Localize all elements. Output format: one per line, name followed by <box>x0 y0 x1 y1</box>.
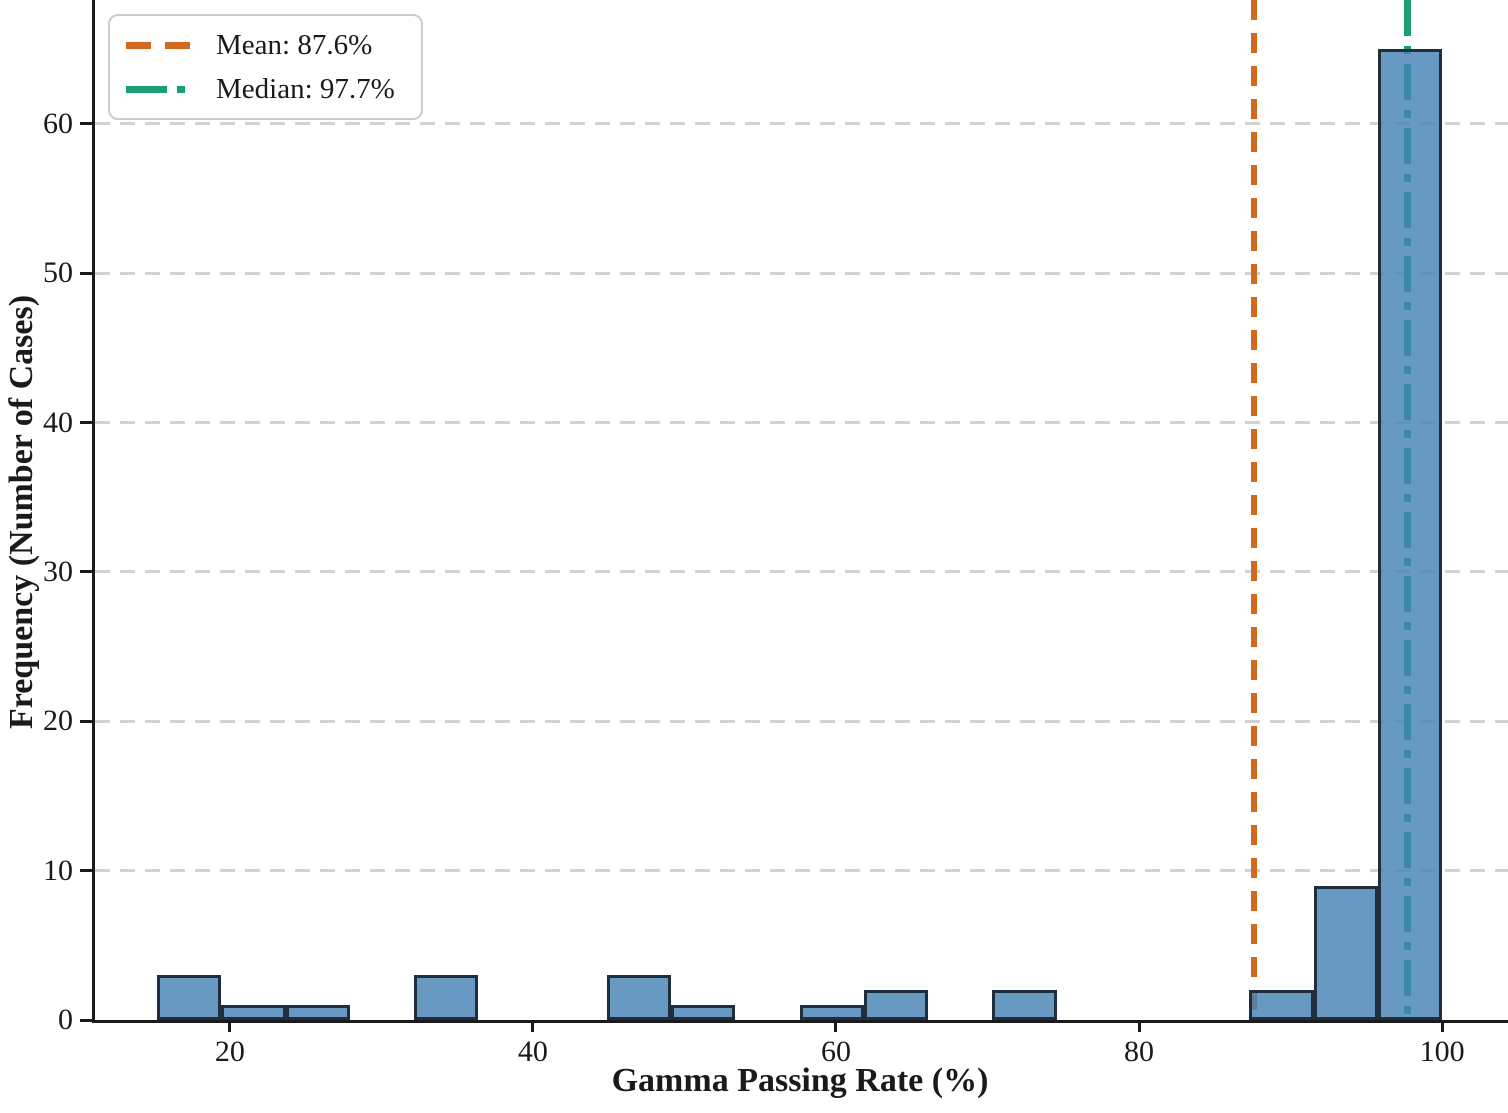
x-tick-label: 40 <box>517 1035 548 1068</box>
histogram-bar <box>1249 990 1314 1020</box>
histogram-bar <box>799 1005 864 1020</box>
x-tick-label: 20 <box>214 1035 245 1068</box>
histogram-bar <box>414 975 479 1020</box>
plot-area: 20 40 60 80 100 0 10 20 30 40 50 60 Mean: 87.6% Me… <box>43 0 1508 1068</box>
histogram-bar <box>992 990 1057 1020</box>
x-tick-label: 60 <box>820 1035 851 1068</box>
y-tick <box>80 1018 92 1022</box>
y-tick <box>80 869 92 873</box>
y-tick <box>80 570 92 574</box>
gridline-y-40 <box>95 421 1508 425</box>
histogram-bar <box>671 1005 736 1020</box>
legend-entry-mean: Mean: 87.6% <box>126 30 395 60</box>
mean-vline <box>1251 0 1258 1020</box>
legend-entry-median: Median: 97.7% <box>126 74 395 104</box>
y-tick <box>80 719 92 723</box>
legend: Mean: 87.6% Median: 97.7% <box>108 14 423 120</box>
histogram-bar <box>221 1005 286 1020</box>
y-tick-label: 30 <box>43 554 73 588</box>
gridline-y-20 <box>95 719 1508 723</box>
histogram-bar <box>863 990 929 1020</box>
gridline-y-10 <box>95 869 1508 873</box>
gridline-y-30 <box>95 570 1508 574</box>
x-tick <box>1137 1020 1141 1032</box>
y-tick <box>80 271 92 275</box>
legend-label-median: Median: 97.7% <box>216 73 395 105</box>
histogram-bar <box>285 1005 350 1020</box>
y-tick-label: 50 <box>43 256 73 290</box>
histogram-bar <box>606 975 672 1020</box>
y-tick <box>80 122 92 126</box>
histogram-bar <box>1377 49 1443 1020</box>
x-axis-label: Gamma Passing Rate (%) <box>611 1062 989 1099</box>
y-tick-label: 0 <box>58 1003 73 1036</box>
legend-label-mean: Mean: 87.6% <box>216 29 373 61</box>
x-tick <box>228 1020 232 1032</box>
x-tick <box>1440 1020 1444 1032</box>
x-tick-label: 80 <box>1124 1035 1155 1068</box>
y-tick <box>80 421 92 425</box>
y-axis-label: Frequency (Number of Cases) <box>3 294 40 730</box>
y-tick-label: 20 <box>43 704 73 738</box>
x-tick-label: 100 <box>1419 1035 1465 1068</box>
x-tick <box>531 1020 535 1032</box>
y-tick-label: 60 <box>43 106 73 140</box>
histogram-bar <box>157 975 222 1020</box>
median-line-sample-icon <box>126 85 190 93</box>
y-tick-label: 40 <box>43 405 73 439</box>
histogram-bar <box>1313 885 1378 1020</box>
gridline-y-60 <box>95 122 1508 126</box>
y-tick-label: 10 <box>43 853 73 887</box>
x-tick <box>834 1020 838 1032</box>
gridline-y-50 <box>95 271 1508 275</box>
mean-line-sample-icon <box>126 41 190 49</box>
